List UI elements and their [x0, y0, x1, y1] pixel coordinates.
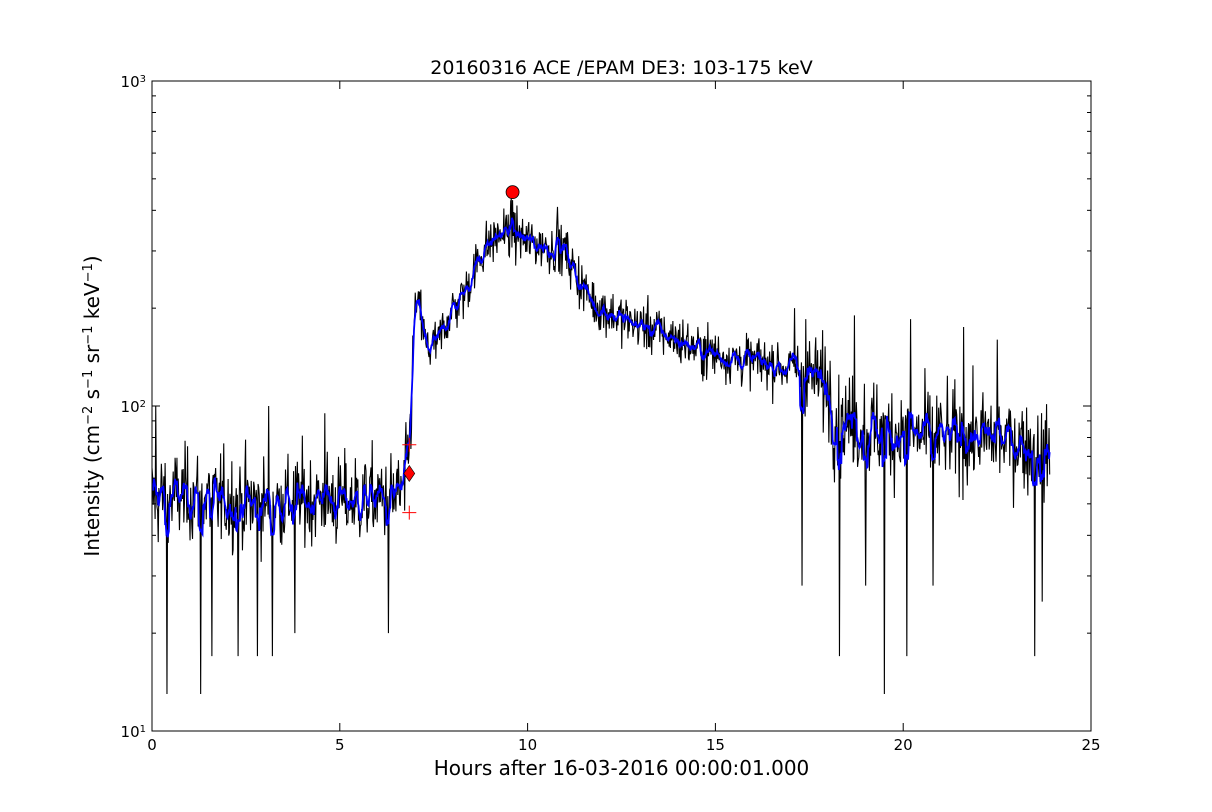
series-raw-intensity	[152, 198, 1051, 694]
onset-bound-marker	[402, 437, 417, 452]
series-layer	[152, 198, 1051, 694]
x-tick-label: 25	[1081, 736, 1100, 754]
y-axis-label: Intensity (cm−2 s−1 sr−1 keV−1)	[80, 255, 104, 556]
y-axis-label-part: keV	[80, 282, 104, 326]
y-axis-label-part: Intensity (cm	[80, 425, 104, 557]
y-axis-label-part: s	[80, 389, 104, 406]
series-smoothed-intensity	[152, 217, 1051, 538]
y-axis-label-part: sr	[80, 344, 104, 370]
y-axis-label-part: )	[80, 255, 104, 263]
y-axis-label-part: −2	[81, 406, 96, 425]
chart-title: 20160316 ACE /EPAM DE3: 103-175 keV	[430, 57, 812, 79]
y-tick-label: 101	[121, 723, 146, 741]
x-tick-label: 20	[894, 736, 913, 754]
peak-marker	[505, 185, 520, 200]
y-axis-label-part: −1	[81, 370, 96, 389]
y-tick-label: 102	[121, 398, 146, 416]
plot-area	[152, 81, 1091, 731]
y-tick-label: 103	[121, 73, 146, 91]
onset-bound-marker	[402, 505, 417, 520]
x-tick-label: 5	[335, 736, 345, 754]
onset-marker	[403, 464, 416, 483]
x-axis-label: Hours after 16-03-2016 00:00:01.000	[434, 756, 810, 780]
y-axis-label-part: −1	[81, 326, 96, 345]
tick-layer: 0 5 10 15 20 25 101 102 103	[121, 73, 1101, 754]
x-tick-label: 10	[518, 736, 537, 754]
marker-layer	[402, 185, 520, 520]
x-tick-label: 15	[706, 736, 725, 754]
x-tick-label: 0	[147, 736, 157, 754]
y-axis-label-part: −1	[81, 263, 96, 282]
